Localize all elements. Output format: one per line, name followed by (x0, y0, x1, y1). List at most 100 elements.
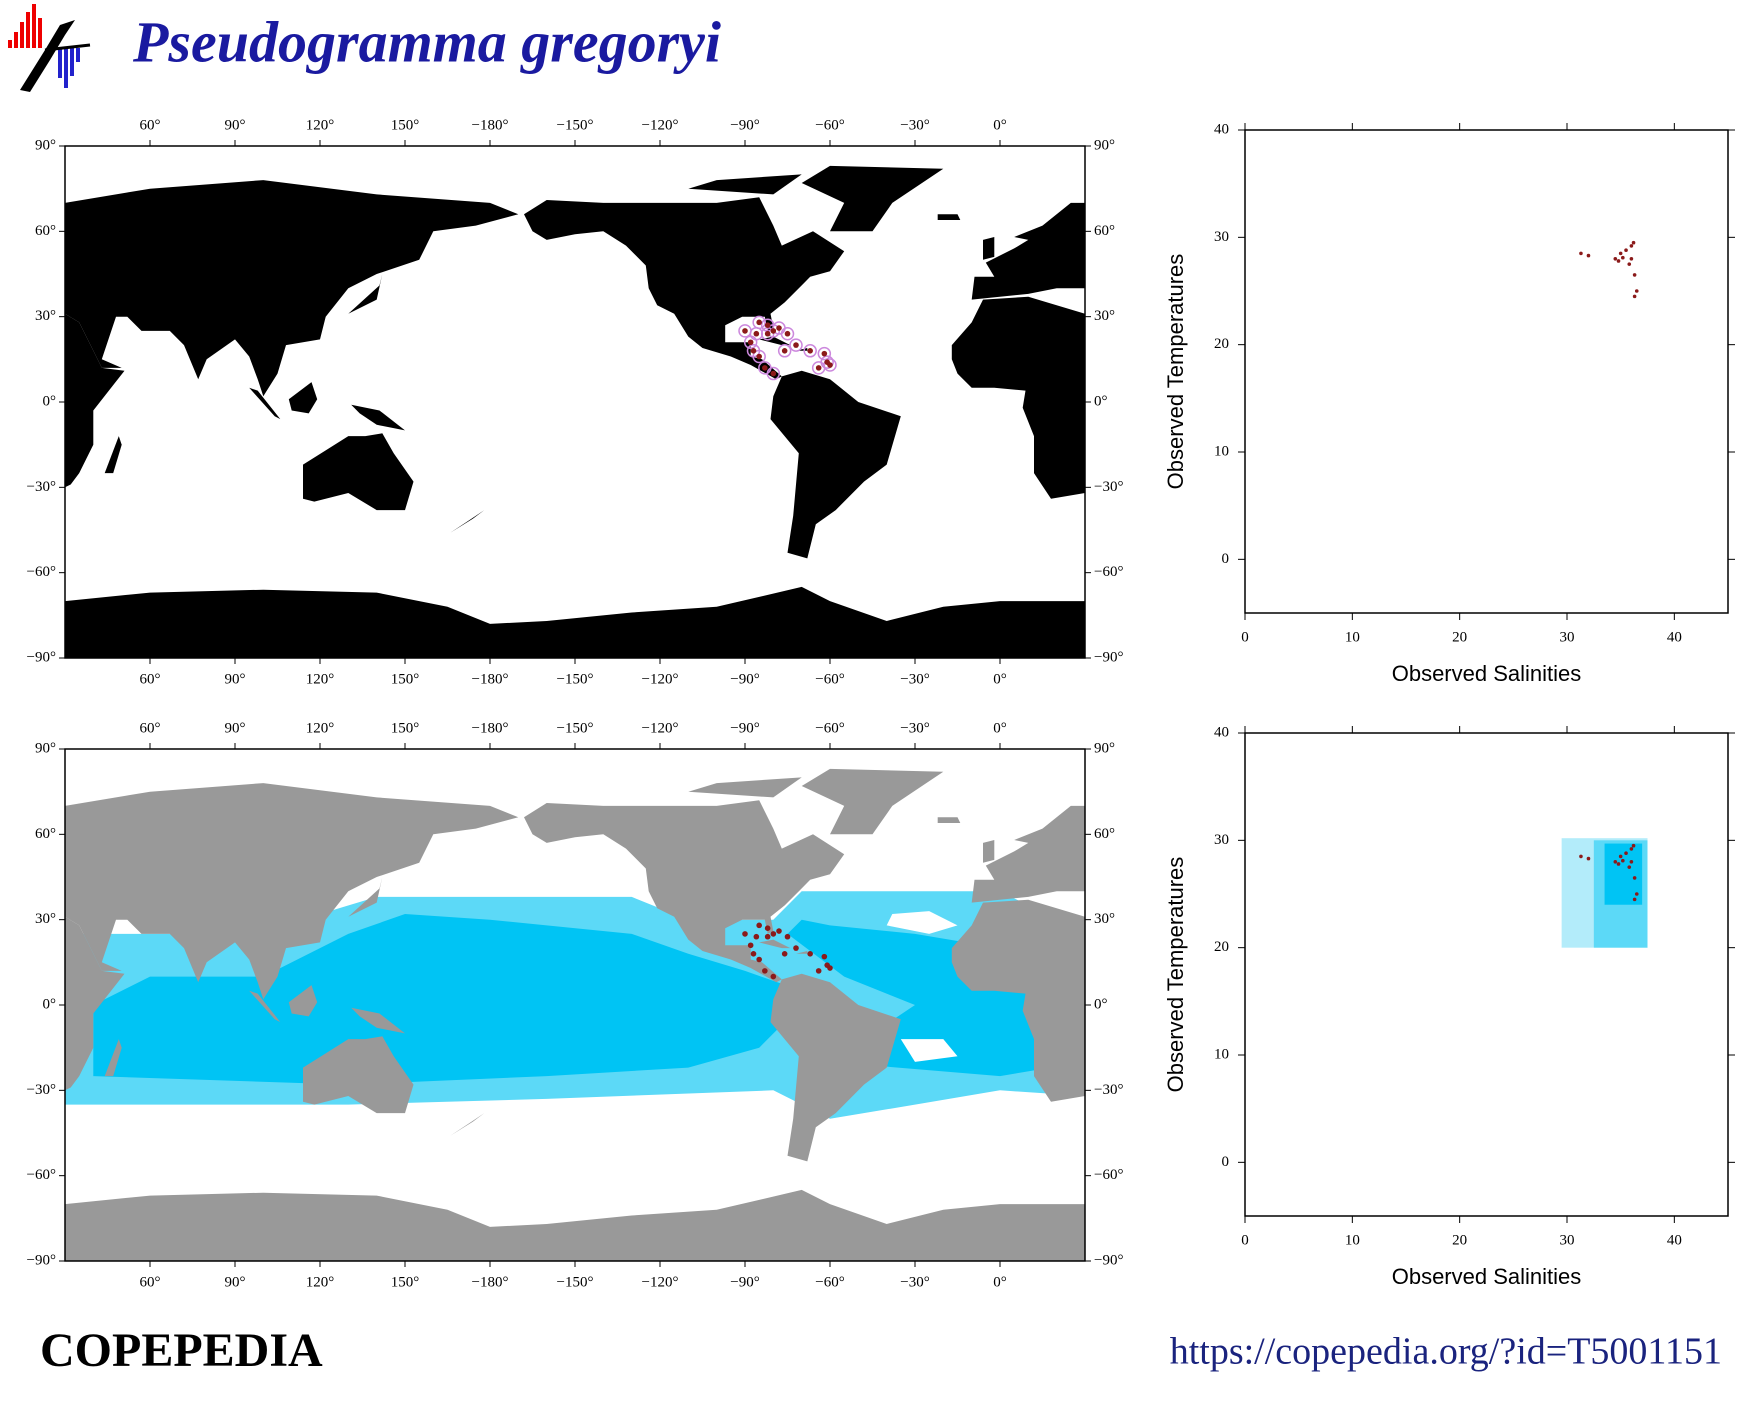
scatter-point (1629, 847, 1634, 851)
land (951, 899, 1085, 1102)
land (759, 939, 791, 949)
x-tick-label: −120° (642, 671, 679, 687)
occurrence-point (789, 338, 803, 352)
x-tick-label: −90° (730, 720, 759, 736)
x-tick-label: −30° (900, 720, 929, 736)
y-tick-label: 20 (1214, 336, 1229, 352)
occurrence-point (807, 348, 813, 354)
scatter-point (1624, 248, 1628, 253)
occurrence-point (764, 925, 771, 931)
y-tick-label: 10 (1214, 443, 1229, 459)
x-tick-label: 120° (306, 720, 335, 736)
x-axis-label: Observed Salinities (1392, 661, 1582, 686)
x-tick-label: 90° (225, 117, 246, 133)
land (303, 433, 414, 511)
x-tick-label: −30° (900, 1274, 929, 1290)
y-axis-label: Observed Temperatures (1163, 857, 1188, 1093)
y-tick-label: −30° (1094, 1082, 1123, 1098)
scatter-point (1579, 251, 1583, 256)
occurrence-point (777, 344, 792, 358)
x-tick-label: 120° (306, 117, 335, 133)
occurrence-point (784, 933, 791, 940)
y-tick-label: 0 (1222, 551, 1230, 567)
occurrence-point (753, 330, 760, 337)
land (65, 586, 1085, 658)
x-tick-label: −120° (642, 1274, 679, 1290)
x-tick-label: −150° (557, 1274, 594, 1290)
page-title: Pseudogramma gregoryi (132, 9, 721, 74)
land (348, 877, 383, 917)
scatter-point (1586, 253, 1591, 258)
x-tick-label: 40 (1667, 629, 1682, 645)
land (971, 805, 1085, 903)
occurrence-point (817, 346, 832, 361)
occurrence-point (793, 342, 799, 348)
x-tick-label: −30° (900, 671, 929, 687)
x-tick-label: 150° (391, 117, 420, 133)
x-tick-label: 90° (225, 720, 246, 736)
occurrence-point (764, 933, 771, 940)
land (65, 783, 519, 1000)
occurrence-point (827, 362, 833, 368)
x-tick-label: 30 (1560, 629, 1575, 645)
scatter-point (1618, 251, 1623, 256)
y-axis-label: Observed Temperatures (1163, 254, 1188, 490)
occurrence-point (781, 951, 788, 957)
land (348, 274, 383, 314)
x-tick-label: 150° (391, 671, 420, 687)
y-tick-label: 60° (1094, 826, 1115, 842)
x-tick-label: 150° (391, 720, 420, 736)
y-tick-label: 30° (1094, 911, 1115, 927)
y-tick-label: 30° (35, 308, 56, 324)
x-tick-label: −90° (730, 117, 759, 133)
x-tick-label: −150° (557, 671, 594, 687)
x-tick-label: 0° (993, 671, 1007, 687)
scatter-point (1613, 860, 1618, 864)
land (65, 916, 125, 1091)
scatter-point (1632, 294, 1637, 299)
y-tick-label: 90° (1094, 740, 1115, 756)
occurrence-point (807, 951, 813, 957)
land (801, 768, 944, 835)
occurrence-point (742, 931, 748, 937)
scatter-point (1579, 854, 1583, 859)
occurrence-point (756, 956, 762, 963)
land (65, 180, 519, 397)
x-tick-label: 150° (391, 1274, 420, 1290)
scatter-point (1616, 259, 1621, 263)
y-tick-label: 30° (1094, 308, 1115, 324)
x-tick-label: −180° (472, 671, 509, 687)
land (759, 336, 791, 346)
x-tick-label: −180° (472, 1274, 509, 1290)
land (983, 840, 995, 863)
scatter-point (1627, 262, 1632, 266)
y-tick-label: −30° (27, 479, 56, 495)
x-tick-label: 0° (993, 1274, 1007, 1290)
scatter-point (1621, 858, 1625, 863)
land (303, 1036, 414, 1114)
y-tick-label: 0° (1094, 996, 1108, 1012)
x-tick-label: 120° (306, 1274, 335, 1290)
land (951, 296, 1085, 499)
land (796, 951, 808, 954)
x-tick-label: 10 (1345, 629, 1360, 645)
occurrence-point (764, 330, 771, 337)
habitat-zone (900, 1039, 958, 1062)
y-tick-label: 90° (1094, 137, 1115, 153)
x-tick-label: −60° (815, 1274, 844, 1290)
y-tick-label: 20 (1214, 939, 1229, 955)
occurrence-point (766, 366, 781, 381)
occurrence-point (770, 973, 777, 980)
land (524, 800, 845, 983)
x-tick-label: 40 (1667, 1232, 1682, 1248)
scatter-point (1632, 876, 1637, 880)
occurrence-point (762, 365, 768, 371)
x-tick-label: 90° (225, 1274, 246, 1290)
footer-url: https://copepedia.org/?id=T5001151 (1170, 1331, 1722, 1373)
land (249, 387, 281, 420)
y-tick-label: 30 (1214, 229, 1229, 245)
land (65, 1189, 1085, 1261)
land (801, 165, 944, 232)
occurrence-point (742, 328, 748, 334)
scatter-point (1629, 244, 1634, 248)
